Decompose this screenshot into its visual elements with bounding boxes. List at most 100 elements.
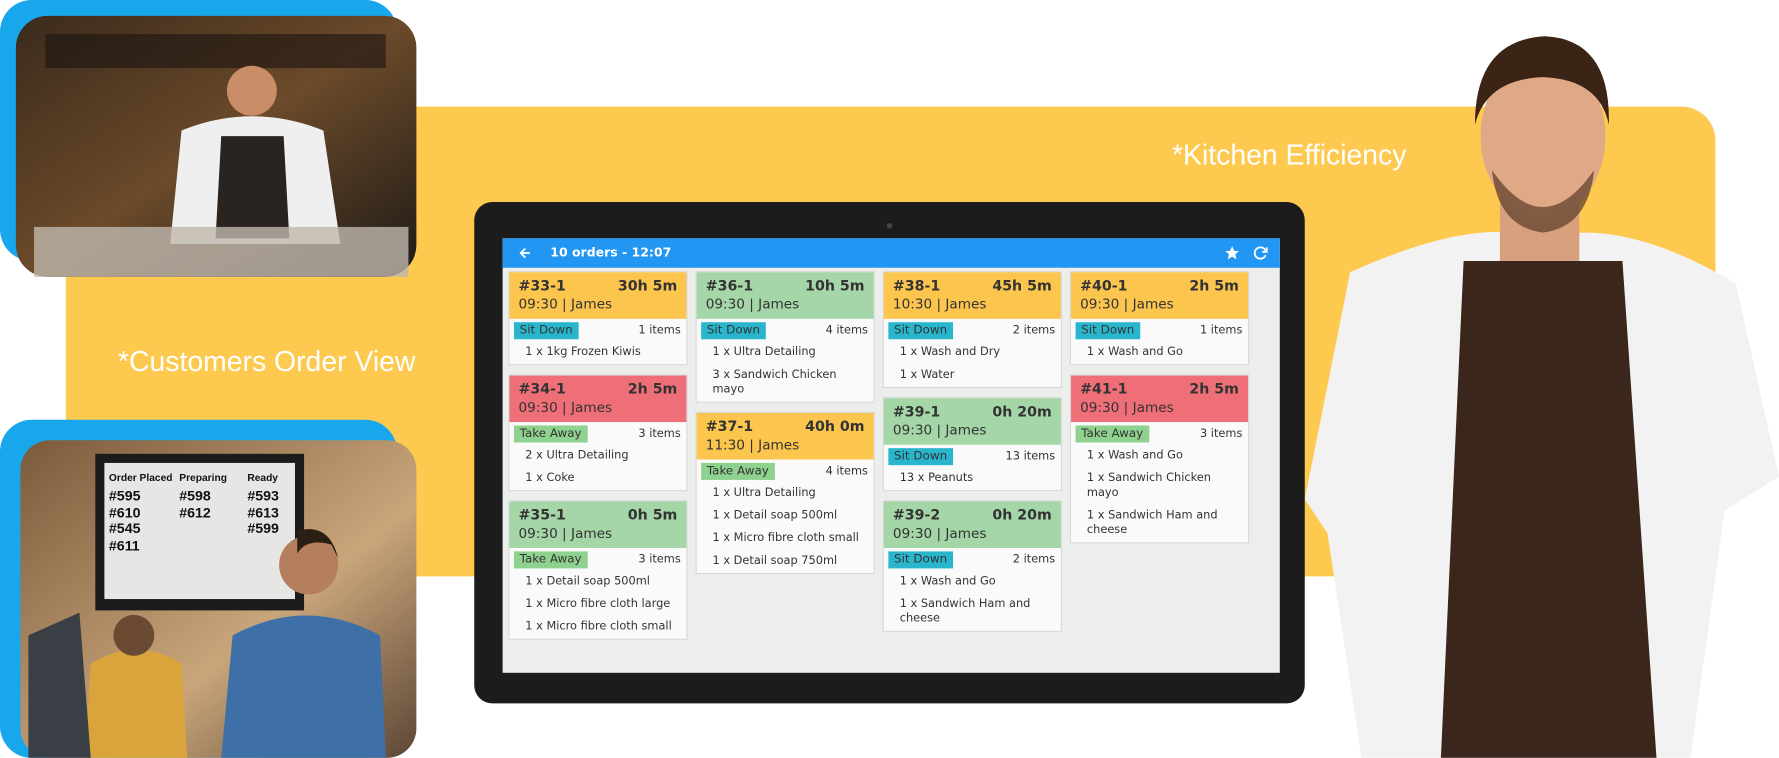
- order-header-row: #39-2 0h 20m: [893, 505, 1052, 524]
- order-type-row: Sit Down 1 items: [1071, 319, 1248, 342]
- elapsed-time: 2h 5m: [1189, 276, 1239, 294]
- order-header: #39-1 0h 20m 09:30 | James: [883, 398, 1061, 445]
- order-header: #34-1 2h 5m 09:30 | James: [509, 375, 687, 423]
- order-header-row: #38-1 45h 5m: [893, 276, 1052, 295]
- order-card[interactable]: #39-2 0h 20m 09:30 | James Sit Down 2 items 1…: [882, 500, 1062, 632]
- elapsed-time: 30h 5m: [617, 276, 678, 294]
- order-type: Sit Down: [513, 322, 579, 340]
- elapsed-time: 10h 5m: [805, 276, 865, 294]
- order-item: 1 x Wash and Go: [899, 575, 996, 588]
- elapsed-time: 2h 5m: [627, 380, 678, 398]
- order-card[interactable]: #35-1 0h 5m 09:30 | James Take Away 3 items 1…: [508, 500, 688, 640]
- order-item: 1 x Ultra Detailing: [712, 346, 816, 359]
- order-item: 1 x Detail soap 500ml: [712, 509, 838, 522]
- elapsed-time: 0h 20m: [992, 506, 1052, 524]
- order-column: #36-1 10h 5m 09:30 | James Sit Down 4 items 1…: [695, 271, 875, 583]
- order-type: Take Away: [701, 462, 775, 480]
- order-type-row: Take Away 3 items: [509, 422, 686, 445]
- order-header-row: #37-1 40h 0m: [706, 416, 865, 435]
- board-heading: Ready: [247, 471, 278, 484]
- order-info: 09:30 | James: [1080, 296, 1174, 313]
- order-card[interactable]: #37-1 40h 0m 11:30 | James Take Away 4 items…: [695, 411, 875, 575]
- order-number: #595: [108, 487, 141, 504]
- elapsed-time: 2h 5m: [1189, 380, 1239, 398]
- order-info: 09:30 | James: [1080, 399, 1174, 416]
- order-type-row: Take Away 3 items: [1071, 422, 1248, 445]
- item-count: 13 items: [1005, 450, 1056, 463]
- order-type-row: Sit Down 2 items: [884, 548, 1061, 571]
- order-column: #38-1 45h 5m 10:30 | James Sit Down 2 items 1…: [882, 271, 1062, 641]
- order-header-row: #33-1 30h 5m: [518, 276, 677, 295]
- order-info: 09:30 | James: [518, 296, 613, 313]
- item-count: 3 items: [638, 553, 681, 567]
- order-type: Take Away: [513, 425, 588, 443]
- item-count: 4 items: [825, 324, 868, 337]
- order-type: Take Away: [1075, 425, 1149, 443]
- order-id: #37-1: [705, 417, 754, 435]
- order-header-row: #36-1 10h 5m: [706, 276, 865, 295]
- order-header: #33-1 30h 5m 09:30 | James: [509, 272, 687, 319]
- order-type-row: Sit Down 1 items: [509, 319, 686, 342]
- order-info: 09:30 | James: [892, 525, 987, 542]
- order-card[interactable]: #33-1 30h 5m 09:30 | James Sit Down 1 items 1…: [508, 271, 688, 366]
- order-item: 1 x 1kg Frozen Kiwis: [525, 346, 641, 359]
- tablet-screen: 10 orders - 12:07 #33-1 30h 5m 09:30 | Jam…: [502, 238, 1280, 673]
- order-info: 09:30 | James: [518, 399, 613, 416]
- order-header: #41-1 2h 5m 09:30 | James: [1071, 375, 1249, 423]
- order-item: 1 x Wash and Go: [1086, 449, 1183, 462]
- elapsed-time: 40h 0m: [805, 417, 865, 435]
- order-card[interactable]: #38-1 45h 5m 10:30 | James Sit Down 2 items 1…: [882, 271, 1062, 389]
- order-item: 1 x Wash and Go: [1086, 346, 1183, 359]
- refresh-button[interactable]: [1253, 245, 1269, 261]
- order-type-row: Take Away 4 items: [697, 460, 874, 483]
- order-info: 10:30 | James: [892, 296, 987, 313]
- order-item: 1 x Sandwich Chicken mayo: [1086, 471, 1211, 500]
- back-button[interactable]: [518, 246, 532, 260]
- order-number: #612: [179, 504, 211, 521]
- order-type-row: Take Away 3 items: [509, 548, 686, 571]
- order-id: #39-2: [892, 506, 941, 524]
- order-type: Sit Down: [888, 322, 953, 340]
- order-id: #38-1: [892, 276, 941, 294]
- order-type-row: Sit Down 4 items: [697, 319, 874, 342]
- order-column: #33-1 30h 5m 09:30 | James Sit Down 1 items 1…: [508, 271, 688, 649]
- favorite-button[interactable]: [1224, 245, 1240, 261]
- item-count: 4 items: [825, 465, 868, 478]
- order-type-row: Sit Down 13 items: [884, 445, 1061, 468]
- order-item: 1 x Micro fibre cloth large: [525, 597, 671, 611]
- order-card[interactable]: #41-1 2h 5m 09:30 | James Take Away 3 items 1…: [1069, 374, 1250, 544]
- order-number: #598: [179, 487, 211, 504]
- order-number: #613: [247, 504, 279, 521]
- order-number: #610: [108, 504, 141, 521]
- elapsed-time: 0h 5m: [627, 506, 678, 524]
- item-count: 1 items: [1199, 324, 1243, 337]
- order-header: #37-1 40h 0m 11:30 | James: [696, 412, 874, 460]
- order-item: 1 x Sandwich Ham and cheese: [1086, 509, 1218, 537]
- order-item: 2 x Ultra Detailing: [525, 449, 629, 462]
- order-info: 09:30 | James: [518, 525, 613, 542]
- board-heading: Order Placed: [108, 471, 173, 484]
- order-id: #34-1: [518, 380, 566, 398]
- order-type: Take Away: [513, 551, 588, 569]
- order-type: Sit Down: [1075, 322, 1141, 340]
- order-id: #33-1: [518, 276, 566, 294]
- order-column: #40-1 2h 5m 09:30 | James Sit Down 1 items 1 …: [1069, 271, 1250, 552]
- order-item: 1 x Water: [899, 368, 955, 382]
- order-header-row: #35-1 0h 5m: [518, 505, 677, 524]
- order-id: #35-1: [518, 506, 566, 524]
- item-count: 2 items: [1012, 324, 1056, 337]
- order-info: 09:30 | James: [892, 422, 987, 438]
- order-header-row: #34-1 2h 5m: [518, 379, 677, 398]
- order-card[interactable]: #34-1 2h 5m 09:30 | James Take Away 3 items 2…: [508, 374, 688, 492]
- order-number: #593: [247, 487, 279, 504]
- order-id: #39-1: [892, 402, 941, 420]
- order-header: #36-1 10h 5m 09:30 | James: [696, 272, 874, 319]
- order-id: #40-1: [1080, 276, 1128, 294]
- order-card[interactable]: #39-1 0h 20m 09:30 | James Sit Down 13 items…: [882, 397, 1062, 492]
- item-count: 3 items: [638, 427, 681, 441]
- order-header: #40-1 2h 5m 09:30 | James: [1071, 272, 1249, 319]
- elapsed-time: 45h 5m: [992, 276, 1052, 294]
- order-card[interactable]: #40-1 2h 5m 09:30 | James Sit Down 1 items 1 …: [1069, 271, 1250, 366]
- order-card[interactable]: #36-1 10h 5m 09:30 | James Sit Down 4 items 1…: [695, 271, 875, 403]
- order-header: #35-1 0h 5m 09:30 | James: [509, 501, 687, 548]
